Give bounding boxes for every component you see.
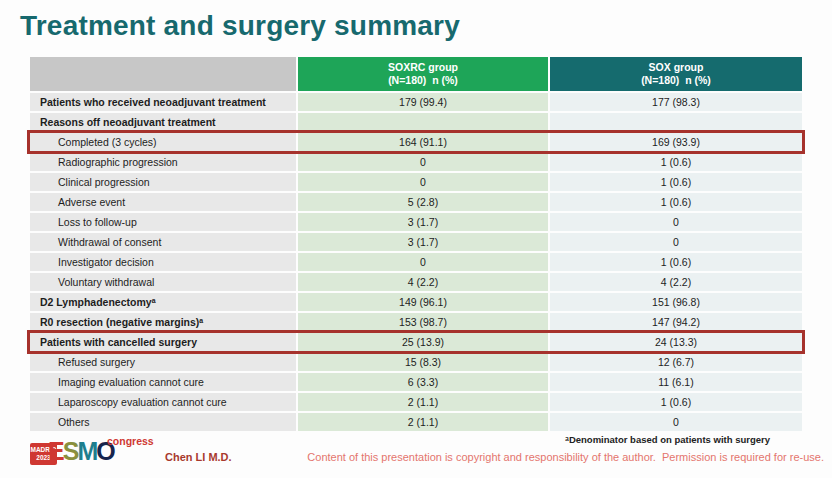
sox-value: [550, 113, 802, 131]
table-row: Investigator decision 0 1 (0.6): [30, 253, 802, 271]
row-label: Adverse event: [30, 193, 296, 211]
soxrc-value: 2 (1.1): [298, 413, 548, 431]
author-name: Chen LI M.D.: [165, 451, 232, 463]
table-row: Laparoscopy evaluation cannot cure 2 (1.…: [30, 393, 802, 411]
table-row: Loss to follow-up 3 (1.7) 0: [30, 213, 802, 231]
table-row: Imaging evaluation cannot cure 6 (3.3) 1…: [30, 373, 802, 391]
table-row: Voluntary withdrawal 4 (2.2) 4 (2.2): [30, 273, 802, 291]
summary-table: SOXRC group (N=180) n (%) SOX group (N=1…: [30, 57, 802, 433]
sox-value: 0: [550, 413, 802, 431]
sox-value: 11 (6.1): [550, 373, 802, 391]
row-label: Patients who received neoadjuvant treatm…: [30, 93, 296, 111]
soxrc-value: 3 (1.7): [298, 233, 548, 251]
table-row: Others 2 (1.1) 0: [30, 413, 802, 431]
sox-value: 24 (13.3): [550, 333, 802, 351]
esmo-letter-m: M: [77, 437, 96, 465]
table-row-highlighted: Completed (3 cycles) 164 (91.1) 169 (93.…: [30, 133, 802, 151]
sox-value: 4 (2.2): [550, 273, 802, 291]
soxrc-value: 6 (3.3): [298, 373, 548, 391]
soxrc-value: 0: [298, 153, 548, 171]
page-title: Treatment and surgery summary: [20, 10, 460, 42]
table-header-row: SOXRC group (N=180) n (%) SOX group (N=1…: [30, 57, 802, 91]
row-label: Refused surgery: [30, 353, 296, 371]
sox-value: 0: [550, 233, 802, 251]
soxrc-value: 0: [298, 173, 548, 191]
soxrc-value: 153 (98.7): [298, 313, 548, 331]
esmo-congress-logo: MADRID 2023 ESMO congress: [30, 437, 160, 471]
row-label: Loss to follow-up: [30, 213, 296, 231]
sox-value: 177 (98.3): [550, 93, 802, 111]
row-label: Completed (3 cycles): [30, 133, 296, 151]
table-row: Clinical progression 0 1 (0.6): [30, 173, 802, 191]
soxrc-value: 179 (99.4): [298, 93, 548, 111]
soxrc-value: [298, 113, 548, 131]
soxrc-value: 15 (8.3): [298, 353, 548, 371]
row-label: Clinical progression: [30, 173, 296, 191]
soxrc-value: 0: [298, 253, 548, 271]
header-sox-cell: SOX group (N=180) n (%): [550, 57, 802, 91]
soxrc-value: 2 (1.1): [298, 393, 548, 411]
sox-value: 0: [550, 213, 802, 231]
soxrc-group-name: SOXRC group: [298, 61, 548, 74]
row-label: Voluntary withdrawal: [30, 273, 296, 291]
sox-value: 1 (0.6): [550, 253, 802, 271]
soxrc-value: 3 (1.7): [298, 213, 548, 231]
esmo-letter-s: S: [63, 437, 78, 465]
table-row: D2 Lymphadenectomyᵃ 149 (96.1) 151 (96.8…: [30, 293, 802, 311]
table-row: Adverse event 5 (2.8) 1 (0.6): [30, 193, 802, 211]
row-label: Withdrawal of consent: [30, 233, 296, 251]
row-label: Reasons off neoadjuvant treatment: [30, 113, 296, 131]
row-label: D2 Lymphadenectomyᵃ: [30, 293, 296, 311]
sox-value: 169 (93.9): [550, 133, 802, 151]
row-label: R0 resection (negative margins)ᵃ: [30, 313, 296, 331]
soxrc-value: 149 (96.1): [298, 293, 548, 311]
sox-group-n: (N=180) n (%): [550, 74, 802, 87]
table-row: Patients who received neoadjuvant treatm…: [30, 93, 802, 111]
sox-value: 147 (94.2): [550, 313, 802, 331]
row-label: Others: [30, 413, 296, 431]
sox-value: 1 (0.6): [550, 153, 802, 171]
sox-value: 1 (0.6): [550, 393, 802, 411]
table-row: Radiographic progression 0 1 (0.6): [30, 153, 802, 171]
esmo-letter-e: E: [48, 437, 63, 465]
soxrc-value: 164 (91.1): [298, 133, 548, 151]
soxrc-group-n: (N=180) n (%): [298, 74, 548, 87]
table-row: R0 resection (negative margins)ᵃ 153 (98…: [30, 313, 802, 331]
row-label: Investigator decision: [30, 253, 296, 271]
row-label: Imaging evaluation cannot cure: [30, 373, 296, 391]
copyright-notice: Content of this presentation is copyrigh…: [307, 451, 824, 463]
congress-label: congress: [107, 435, 154, 447]
sox-group-name: SOX group: [550, 61, 802, 74]
table-row: Refused surgery 15 (8.3) 12 (6.7): [30, 353, 802, 371]
presentation-slide: Treatment and surgery summary SOXRC grou…: [0, 0, 832, 478]
row-label: Laparoscopy evaluation cannot cure: [30, 393, 296, 411]
table-row-highlighted: Patients with cancelled surgery 25 (13.9…: [30, 333, 802, 351]
sox-value: 1 (0.6): [550, 193, 802, 211]
esmo-wordmark: ESMO: [48, 437, 114, 466]
table-row: Withdrawal of consent 3 (1.7) 0: [30, 233, 802, 251]
row-label: Radiographic progression: [30, 153, 296, 171]
sox-value: 1 (0.6): [550, 173, 802, 191]
header-label-cell: [30, 57, 296, 91]
table-row: Reasons off neoadjuvant treatment: [30, 113, 802, 131]
row-label: Patients with cancelled surgery: [30, 333, 296, 351]
header-soxrc-cell: SOXRC group (N=180) n (%): [298, 57, 548, 91]
soxrc-value: 4 (2.2): [298, 273, 548, 291]
sox-value: 151 (96.8): [550, 293, 802, 311]
soxrc-value: 25 (13.9): [298, 333, 548, 351]
sox-value: 12 (6.7): [550, 353, 802, 371]
soxrc-value: 5 (2.8): [298, 193, 548, 211]
table-footnote: ᵃDenominator based on patients with surg…: [565, 434, 770, 445]
